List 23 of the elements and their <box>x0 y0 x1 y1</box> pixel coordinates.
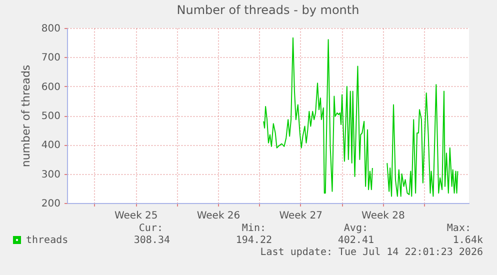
text: 402.41 <box>338 235 374 246</box>
text: Min: <box>242 223 266 234</box>
text: 1.64k <box>452 235 483 246</box>
x-tick-label: Week 26 <box>196 210 240 222</box>
chart-title: Number of threads - by month <box>176 3 360 17</box>
text: Max: <box>446 223 471 234</box>
text: 194.22 <box>236 235 272 246</box>
legend-label: threads <box>26 235 68 246</box>
x-tick-label: Week 28 <box>362 210 405 222</box>
y-tick-label: 400 <box>41 140 60 152</box>
x-tick-label: Week 25 <box>114 210 158 222</box>
text: Last update: Tue Jul 14 22:01:23 2026 <box>260 247 483 258</box>
y-tick-label: 800 <box>41 24 60 34</box>
y-axis-title: number of threads <box>19 64 32 168</box>
x-tick-label: Week 27 <box>279 210 323 222</box>
y-tick-label: 500 <box>41 111 60 122</box>
text: 308.34 <box>134 235 170 246</box>
y-tick-label: 600 <box>41 82 60 93</box>
text: Cur: <box>138 223 163 234</box>
y-tick-label: 700 <box>41 52 60 64</box>
y-tick-label: 300 <box>41 169 60 180</box>
text: Avg: <box>344 223 368 234</box>
y-tick-label: 200 <box>41 198 60 210</box>
